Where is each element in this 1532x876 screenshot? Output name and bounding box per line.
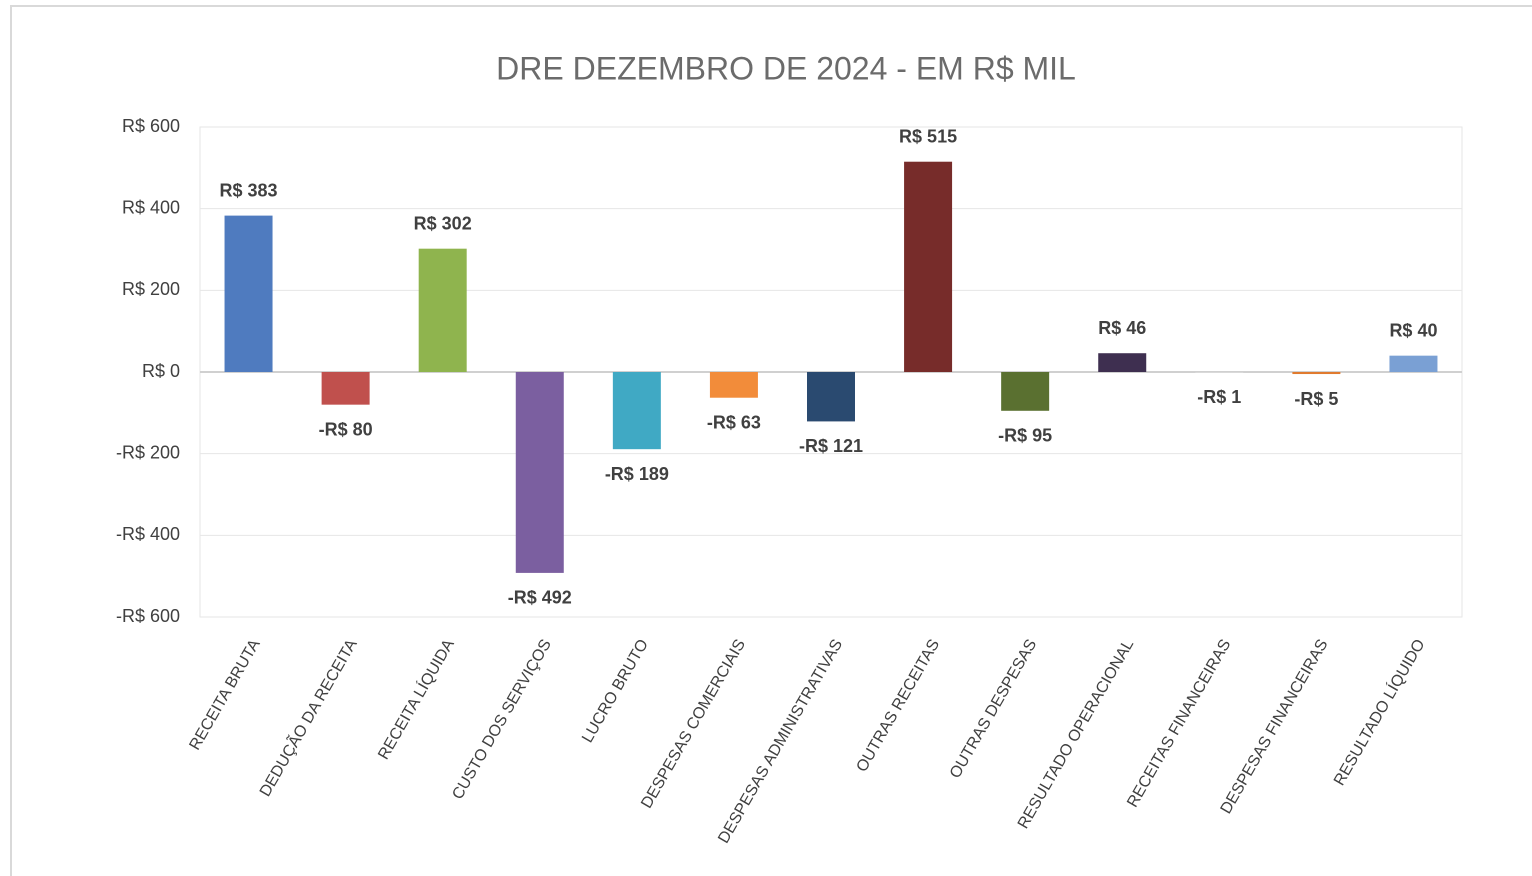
bar [904, 161, 953, 372]
value-label: R$ 46 [1098, 318, 1146, 338]
value-label: -R$ 95 [998, 426, 1052, 446]
bar [515, 372, 564, 573]
y-tick-label: -R$ 400 [116, 524, 180, 544]
y-tick-label: R$ 600 [122, 116, 180, 136]
bar [1098, 353, 1147, 372]
y-tick-label: R$ 0 [142, 361, 180, 381]
value-label: -R$ 63 [707, 412, 761, 432]
bar [418, 248, 467, 372]
bar [1292, 372, 1341, 375]
bar [321, 372, 370, 405]
chart-frame [10, 5, 1532, 876]
bar [1001, 372, 1050, 411]
bar [807, 372, 855, 422]
value-label: -R$ 492 [508, 588, 572, 608]
value-label: -R$ 121 [799, 436, 863, 456]
value-label: -R$ 1 [1197, 387, 1241, 407]
y-tick-label: -R$ 200 [116, 442, 180, 462]
bar [1389, 355, 1438, 372]
bar [612, 372, 661, 450]
value-label: R$ 302 [414, 213, 472, 233]
value-label: R$ 383 [220, 180, 278, 200]
chart-title: DRE DEZEMBRO DE 2024 - EM R$ MIL [496, 50, 1076, 86]
value-label: R$ 40 [1389, 320, 1437, 340]
bar [709, 372, 758, 398]
value-label: -R$ 189 [605, 464, 669, 484]
y-tick-label: -R$ 600 [116, 606, 180, 626]
value-label: -R$ 5 [1294, 389, 1338, 409]
value-label: R$ 515 [899, 126, 957, 146]
value-label: -R$ 80 [319, 419, 373, 439]
y-tick-label: R$ 200 [122, 279, 180, 299]
bar [224, 215, 273, 372]
bar [1195, 372, 1244, 373]
y-tick-label: R$ 400 [122, 197, 180, 217]
